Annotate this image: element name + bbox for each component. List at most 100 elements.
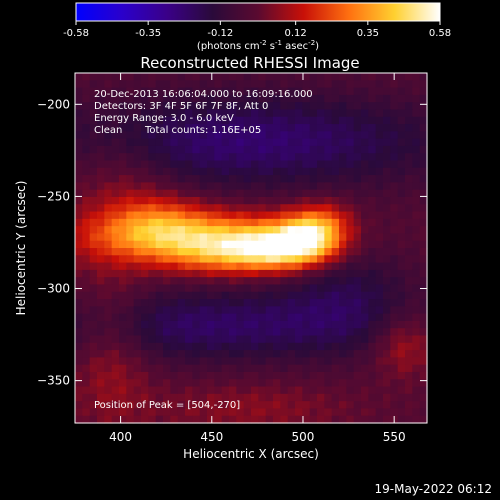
heatmap-cell bbox=[141, 124, 149, 132]
heatmap-cell bbox=[375, 248, 384, 256]
heatmap-cell bbox=[302, 248, 311, 256]
heatmap-cell bbox=[192, 211, 201, 220]
heatmap-cell bbox=[302, 299, 311, 307]
heatmap-cell bbox=[324, 269, 333, 278]
heatmap-cell bbox=[405, 328, 413, 337]
heatmap-cell bbox=[119, 320, 127, 329]
heatmap-cell bbox=[273, 175, 281, 183]
heatmap-cell bbox=[199, 401, 208, 410]
heatmap-cell bbox=[353, 386, 362, 395]
heatmap-cell bbox=[390, 357, 399, 366]
heatmap-cell bbox=[375, 262, 384, 271]
heatmap-cell bbox=[82, 335, 91, 344]
heatmap-cell bbox=[155, 124, 164, 132]
heatmap-cell bbox=[353, 269, 362, 278]
heatmap-cell bbox=[265, 182, 274, 191]
heatmap-cell bbox=[419, 306, 428, 315]
heatmap-cell bbox=[214, 248, 223, 256]
heatmap-cell bbox=[170, 167, 179, 176]
heatmap-cell bbox=[207, 371, 215, 380]
heatmap-cell bbox=[155, 160, 164, 169]
heatmap-cell bbox=[192, 357, 201, 366]
heatmap-cell bbox=[331, 138, 340, 147]
heatmap-cell bbox=[82, 73, 91, 81]
heatmap-cell bbox=[251, 401, 259, 410]
heatmap-cell bbox=[155, 401, 164, 410]
heatmap-cell bbox=[265, 73, 274, 81]
heatmap-cell bbox=[390, 182, 399, 191]
heatmap-cell bbox=[302, 102, 311, 111]
heatmap-cell bbox=[302, 94, 311, 103]
heatmap-cell bbox=[251, 145, 259, 154]
heatmap-cell bbox=[229, 240, 237, 249]
heatmap-cell bbox=[295, 284, 303, 293]
heatmap-cell bbox=[273, 335, 281, 344]
heatmap-cell bbox=[295, 386, 303, 395]
heatmap-cell bbox=[236, 80, 245, 89]
heatmap-cell bbox=[287, 109, 296, 118]
heatmap-cell bbox=[89, 87, 98, 96]
heatmap-cell bbox=[251, 233, 259, 242]
heatmap-cell bbox=[280, 175, 289, 183]
heatmap-cell bbox=[221, 167, 230, 176]
heatmap-cell bbox=[317, 255, 325, 264]
heatmap-cell bbox=[170, 138, 179, 147]
heatmap-cell bbox=[163, 320, 171, 329]
heatmap-cell bbox=[346, 182, 355, 191]
heatmap-cell bbox=[390, 262, 399, 271]
heatmap-cell bbox=[295, 350, 303, 358]
heatmap-cell bbox=[163, 342, 171, 351]
heatmap-cell bbox=[265, 379, 274, 388]
heatmap-cell bbox=[119, 262, 127, 271]
heatmap-cell bbox=[148, 320, 157, 329]
heatmap-cell bbox=[214, 160, 223, 169]
heatmap-cell bbox=[412, 160, 421, 169]
heatmap-cell bbox=[375, 167, 384, 176]
heatmap-cell bbox=[405, 189, 413, 198]
heatmap-cell bbox=[265, 248, 274, 256]
heatmap-cell bbox=[163, 94, 171, 103]
heatmap-cell bbox=[353, 138, 362, 147]
heatmap-cell bbox=[148, 371, 157, 380]
heatmap-cell bbox=[361, 350, 369, 358]
heatmap-cell bbox=[383, 102, 391, 111]
heatmap-cell bbox=[207, 415, 215, 424]
heatmap-cell bbox=[309, 401, 318, 410]
heatmap-cell bbox=[383, 138, 391, 147]
heatmap-cell bbox=[287, 306, 296, 315]
heatmap-cell bbox=[317, 160, 325, 169]
heatmap-cell bbox=[133, 313, 142, 322]
heatmap-cell bbox=[302, 240, 311, 249]
heatmap-cell bbox=[199, 306, 208, 315]
heatmap-cell bbox=[170, 284, 179, 293]
heatmap-cell bbox=[126, 408, 135, 417]
heatmap-cell bbox=[133, 262, 142, 271]
heatmap-cell bbox=[287, 386, 296, 395]
heatmap-cell bbox=[229, 342, 237, 351]
heatmap-cell bbox=[126, 328, 135, 337]
heatmap-cell bbox=[141, 328, 149, 337]
heatmap-cell bbox=[317, 204, 325, 213]
heatmap-cell bbox=[368, 386, 377, 395]
heatmap-cell bbox=[104, 299, 113, 307]
heatmap-cell bbox=[221, 189, 230, 198]
heatmap-cell bbox=[405, 335, 413, 344]
heatmap-cell bbox=[170, 328, 179, 337]
heatmap-cell bbox=[353, 233, 362, 242]
heatmap-cell bbox=[185, 291, 193, 300]
heatmap-cell bbox=[265, 240, 274, 249]
heatmap-cell bbox=[155, 408, 164, 417]
heatmap-cell bbox=[317, 138, 325, 147]
heatmap-cell bbox=[375, 145, 384, 154]
heatmap-cell bbox=[287, 415, 296, 424]
heatmap-cell bbox=[331, 255, 340, 264]
heatmap-cell bbox=[397, 313, 406, 322]
heatmap-cell bbox=[251, 211, 259, 220]
heatmap-cell bbox=[405, 131, 413, 140]
heatmap-cell bbox=[207, 138, 215, 147]
heatmap-cell bbox=[280, 211, 289, 220]
heatmap-cell bbox=[405, 364, 413, 373]
heatmap-cell bbox=[97, 109, 105, 118]
heatmap-cell bbox=[97, 87, 105, 96]
heatmap-cell bbox=[243, 313, 252, 322]
